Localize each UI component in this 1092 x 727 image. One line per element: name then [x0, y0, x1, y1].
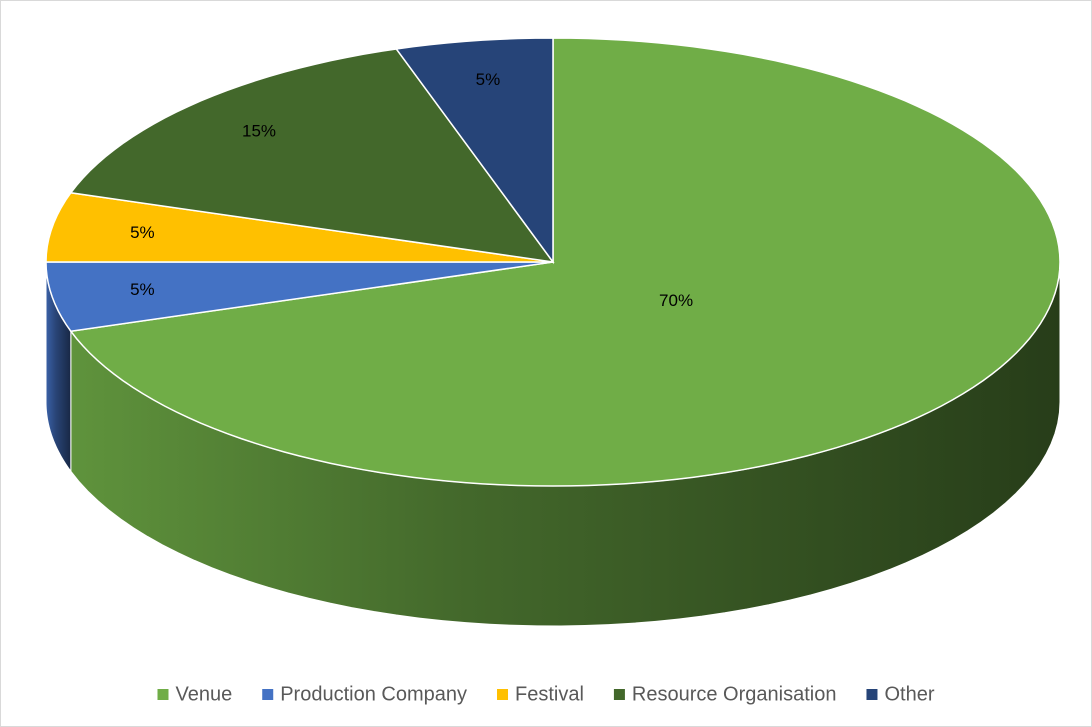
data-label: 5% [476, 70, 501, 89]
legend-label: Production Company [280, 683, 467, 705]
legend-swatch [613, 689, 625, 700]
legend-label: Resource Organisation [632, 683, 837, 705]
legend-swatch [497, 689, 509, 700]
pie-slice [45, 191, 554, 263]
pie-slice [69, 48, 555, 263]
legend-swatch [262, 689, 274, 700]
pie-slice [394, 37, 554, 265]
legend-label: Other [884, 683, 934, 705]
legend-label: Festival [515, 683, 584, 705]
data-label: 70% [659, 291, 693, 310]
legend-label: Venue [175, 683, 232, 705]
legend-swatch [866, 689, 878, 700]
data-label: 15% [242, 122, 276, 141]
legend-swatch [157, 689, 169, 700]
pie-slice [69, 37, 1061, 487]
data-label: 5% [130, 280, 155, 299]
data-label: 5% [130, 223, 155, 242]
pie-slice [45, 261, 554, 333]
